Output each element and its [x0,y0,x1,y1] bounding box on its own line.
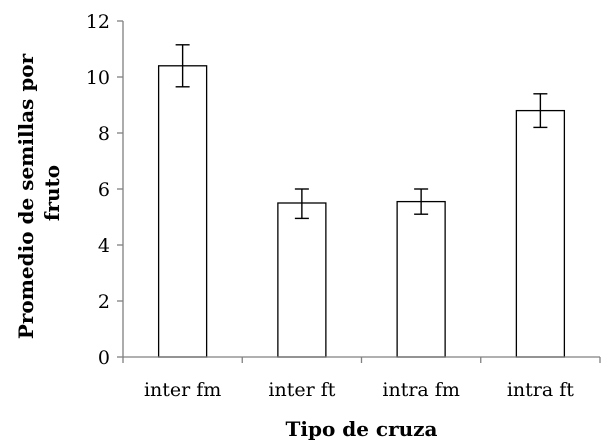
y-tick-label: 8 [98,123,110,145]
x-tick-label: inter fm [144,379,221,401]
y-axis-title-line-1: Promedio de semillas por [14,53,38,339]
y-tick-labels: 0 2 4 6 8 10 12 [86,11,110,369]
x-tick-label: inter ft [268,379,335,401]
y-tick-label: 10 [86,67,110,89]
error-bar [175,44,190,88]
x-axis-title: Tipo de cruza [285,417,437,441]
error-bar [414,188,429,215]
x-tick-labels: inter fm inter ft intra fm intra ft [144,379,574,401]
bar [515,109,566,358]
y-axis-title: Promedio de semillas por fruto [14,47,64,339]
x-tick-label: intra ft [507,379,574,401]
error-bar [294,188,309,220]
bars [157,65,566,358]
error-bar [533,93,548,129]
y-tick-label: 0 [98,347,110,369]
bar [157,65,208,358]
bar [396,200,446,358]
x-tick-label: intra fm [382,379,459,401]
y-tick-label: 6 [98,179,110,201]
bar [277,202,327,358]
y-ticks [117,20,123,358]
x-ticks [122,357,601,363]
y-tick-label: 12 [86,11,110,33]
y-tick-label: 4 [98,235,110,257]
error-bars [175,44,548,220]
y-axis-title-line-2: fruto [40,165,64,221]
y-tick-label: 2 [98,291,110,313]
